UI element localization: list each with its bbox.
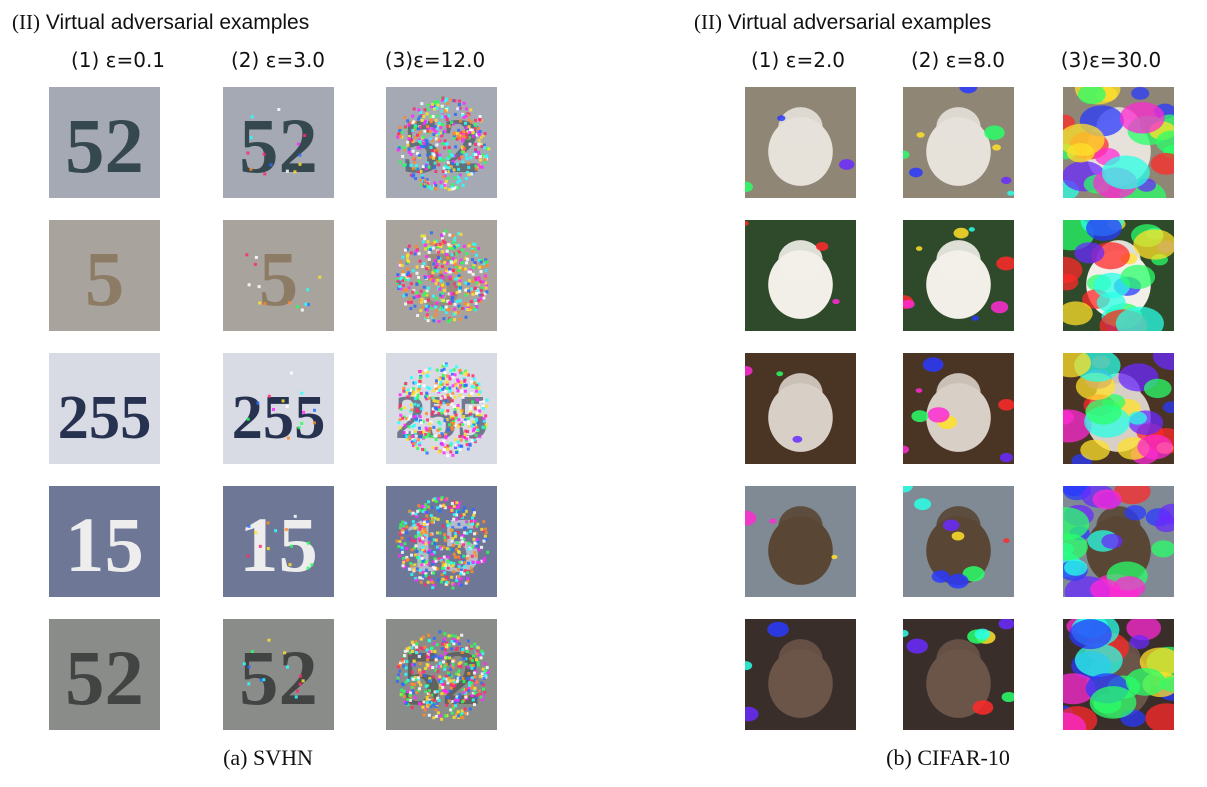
example-image: 5 [386, 220, 497, 331]
panel-heading: (II) Virtual adversarial examples [694, 10, 991, 35]
panel-svhn: (II) Virtual adversarial examples (1) ε=… [0, 0, 600, 787]
example-image: 5 [223, 220, 334, 331]
example-image [1063, 619, 1174, 730]
column-label: (1) ε=2.0 [750, 48, 846, 72]
example-image: 52 [49, 619, 160, 730]
svg-text:5: 5 [259, 236, 298, 323]
example-image [903, 486, 1014, 597]
example-image: 52 [386, 87, 497, 198]
example-image: 5 [49, 220, 160, 331]
heading-text: Virtual adversarial examples [721, 11, 992, 34]
svg-text:255: 255 [232, 382, 326, 452]
example-image: 255 [223, 353, 334, 464]
example-image: 15 [386, 486, 497, 597]
heading-prefix: (II) [694, 10, 722, 34]
svg-text:52: 52 [65, 103, 144, 190]
heading-text: Virtual adversarial examples [39, 11, 310, 34]
example-image: 52 [49, 87, 160, 198]
example-image: 15 [49, 486, 160, 597]
example-image [745, 486, 856, 597]
example-image: 52 [223, 619, 334, 730]
svg-text:15: 15 [239, 502, 318, 589]
svg-text:5: 5 [85, 236, 124, 323]
example-image [745, 619, 856, 730]
column-label: (3)ε=30.0 [1060, 48, 1162, 72]
panel-heading: (II) Virtual adversarial examples [12, 10, 309, 35]
example-image [1063, 353, 1174, 464]
column-label: (1) ε=0.1 [70, 48, 166, 72]
example-image: 15 [223, 486, 334, 597]
example-image [745, 220, 856, 331]
heading-prefix: (II) [12, 10, 40, 34]
figure-caption: (a) SVHN [223, 745, 313, 770]
column-label: (3)ε=12.0 [384, 48, 486, 72]
example-image [1063, 87, 1174, 198]
svg-text:15: 15 [65, 502, 144, 589]
example-image [903, 619, 1014, 730]
example-image [745, 353, 856, 464]
example-image [1063, 486, 1174, 597]
svg-text:52: 52 [239, 635, 318, 722]
svg-text:52: 52 [65, 635, 144, 722]
example-image [745, 87, 856, 198]
example-image [903, 220, 1014, 331]
example-image: 52 [223, 87, 334, 198]
column-label: (2) ε=3.0 [230, 48, 326, 72]
svg-text:255: 255 [58, 382, 152, 452]
example-image: 52 [386, 619, 497, 730]
figure-caption: (b) CIFAR-10 [886, 745, 1010, 770]
example-image [903, 353, 1014, 464]
example-image [1063, 220, 1174, 331]
example-image: 255 [49, 353, 160, 464]
example-image: 255 [386, 353, 497, 464]
example-image [903, 87, 1014, 198]
column-label: (2) ε=8.0 [910, 48, 1006, 72]
panel-cifar: (II) Virtual adversarial examples (1) ε=… [680, 0, 1207, 787]
